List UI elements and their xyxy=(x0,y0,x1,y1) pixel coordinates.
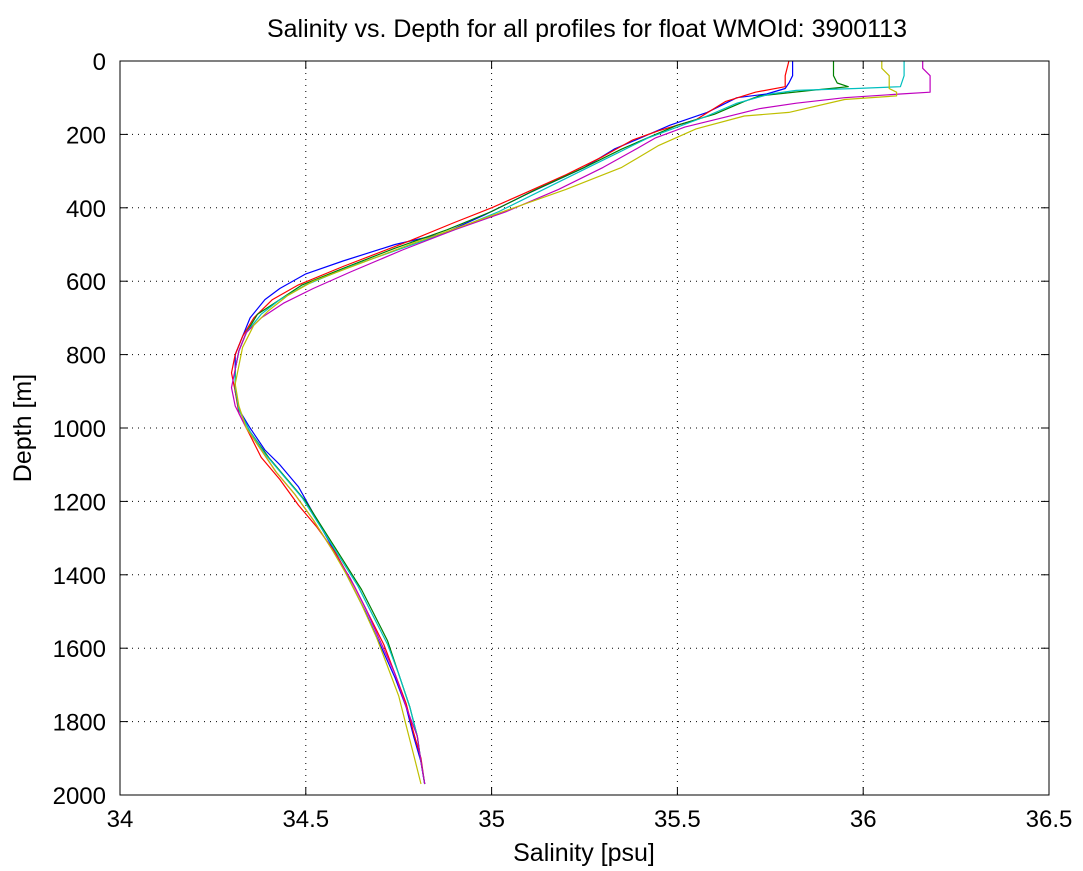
plot-area xyxy=(230,60,931,785)
x-tick-label: 35 xyxy=(478,806,505,833)
y-tick-label: 400 xyxy=(66,196,106,223)
y-tick-label: 800 xyxy=(66,343,106,370)
y-tick-label: 200 xyxy=(66,122,106,149)
y-tick-label: 2000 xyxy=(53,783,106,810)
x-tick-label: 34.5 xyxy=(282,806,329,833)
y-tick-label: 1400 xyxy=(53,563,106,590)
x-tick-label: 35.5 xyxy=(654,806,701,833)
y-tick-label: 1000 xyxy=(53,416,106,443)
x-tick-label: 36.5 xyxy=(1026,806,1073,833)
axis-ticks: 34 34.5 35 35.5 36 36.5 0 200 400 600 800 1000 1200 1… xyxy=(53,49,1073,833)
y-tick-label: 0 xyxy=(93,49,106,76)
profile-line-4 xyxy=(234,61,905,785)
y-tick-label: 1600 xyxy=(53,636,106,663)
y-tick-label: 1800 xyxy=(53,710,106,737)
profile-line-5 xyxy=(230,61,931,785)
x-tick-label: 36 xyxy=(850,806,877,833)
x-tick-label: 34 xyxy=(107,806,134,833)
y-tick-label: 1200 xyxy=(53,489,106,516)
x-axis-label: Salinity [psu] xyxy=(513,839,655,867)
y-axis-label: Depth [m] xyxy=(9,374,37,482)
grid-lines xyxy=(120,61,1049,795)
chart-title: Salinity vs. Depth for all profiles for … xyxy=(267,15,907,43)
profile-line-6 xyxy=(234,61,898,785)
profile-line-3 xyxy=(234,61,849,785)
y-tick-label: 600 xyxy=(66,269,106,296)
